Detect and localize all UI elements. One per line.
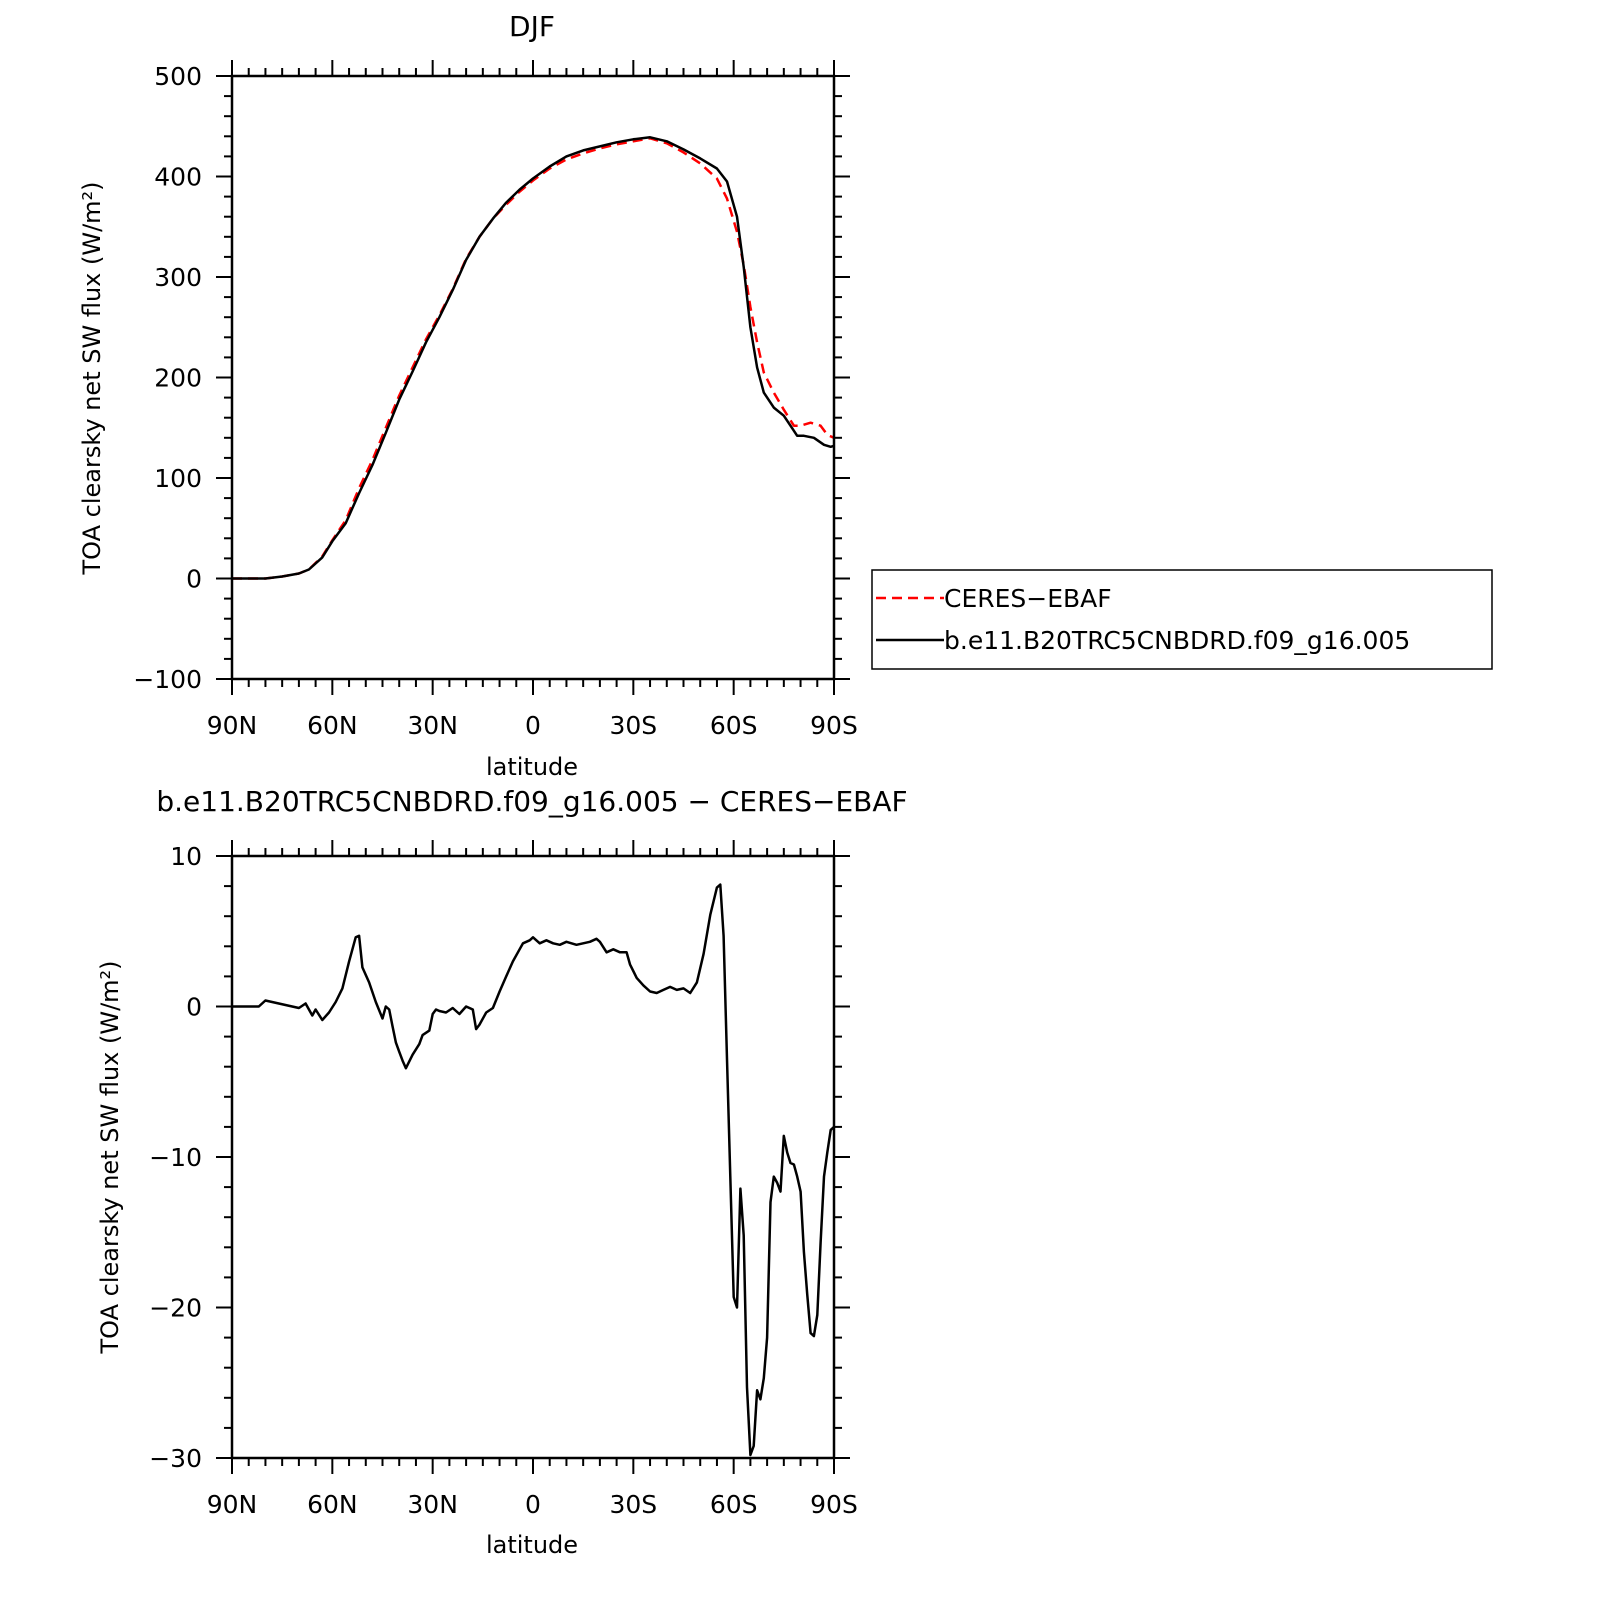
- top-y-tick-label: 400: [154, 163, 202, 192]
- top-axis-ticks: [216, 60, 850, 695]
- top-panel: DJF 500 400 300 200 100 0 −100 90N 60N 30N 0 30S 60…: [78, 10, 858, 781]
- bottom-x-tick-label: 30N: [407, 1490, 458, 1519]
- top-x-axis-label: latitude: [486, 753, 578, 781]
- bottom-y-tick-label: 0: [186, 993, 202, 1022]
- top-x-tick-label: 0: [525, 711, 541, 740]
- bottom-series-model: [232, 883, 835, 1457]
- top-y-tick-label: 500: [154, 62, 202, 91]
- bottom-plot-frame: [230, 854, 836, 1460]
- top-series-lines: [232, 136, 835, 580]
- top-y-tick-label: −100: [133, 665, 202, 694]
- legend-label-ceres: CERES−EBAF: [944, 584, 1112, 613]
- bottom-series-lines: [232, 883, 835, 1457]
- legend-label-model: b.e11.B20TRC5CNBDRD.f09_g16.005: [944, 626, 1410, 655]
- top-series-model: [232, 136, 835, 580]
- bottom-x-tick-label: 0: [525, 1490, 541, 1519]
- top-y-tick-label: 300: [154, 263, 202, 292]
- bottom-y-tick-labels: 10 0 −10 −20 −30: [149, 842, 202, 1473]
- top-y-tick-labels: 500 400 300 200 100 0 −100: [133, 62, 202, 694]
- top-x-tick-label: 90N: [207, 711, 258, 740]
- bottom-x-tick-label: 60N: [307, 1490, 358, 1519]
- top-y-tick-label: 100: [154, 464, 202, 493]
- bottom-y-tick-label: −20: [149, 1294, 202, 1323]
- bottom-panel: b.e11.B20TRC5CNBDRD.f09_g16.005 − CERES−…: [96, 785, 908, 1559]
- bottom-x-tick-labels: 90N 60N 30N 0 30S 60S 90S: [207, 1490, 858, 1519]
- bottom-x-tick-label: 30S: [609, 1490, 657, 1519]
- top-y-axis-label: TOA clearsky net SW flux (W/m²): [78, 181, 106, 575]
- top-x-tick-label: 60N: [307, 711, 358, 740]
- top-y-tick-label: 0: [186, 565, 202, 594]
- top-chart-title: DJF: [509, 10, 555, 43]
- legend: CERES−EBAF b.e11.B20TRC5CNBDRD.f09_g16.0…: [871, 569, 1493, 670]
- top-x-tick-labels: 90N 60N 30N 0 30S 60S 90S: [207, 711, 858, 740]
- top-y-tick-label: 200: [154, 364, 202, 393]
- bottom-y-axis-label: TOA clearsky net SW flux (W/m²): [96, 960, 124, 1354]
- bottom-chart-title: b.e11.B20TRC5CNBDRD.f09_g16.005 − CERES−…: [156, 785, 907, 818]
- top-plot-frame: [230, 74, 836, 681]
- bottom-x-tick-label: 90S: [810, 1490, 858, 1519]
- top-series-ceres-ebaf: [232, 137, 835, 580]
- bottom-x-tick-label: 60S: [710, 1490, 758, 1519]
- top-x-tick-label: 30N: [407, 711, 458, 740]
- bottom-y-tick-label: −30: [149, 1444, 202, 1473]
- bottom-y-tick-label: −10: [149, 1143, 202, 1172]
- bottom-x-axis-label: latitude: [486, 1531, 578, 1559]
- top-x-tick-label: 90S: [810, 711, 858, 740]
- bottom-x-tick-label: 90N: [207, 1490, 258, 1519]
- bottom-y-tick-label: 10: [170, 842, 202, 871]
- top-x-tick-label: 30S: [609, 711, 657, 740]
- bottom-axis-ticks: [216, 840, 850, 1474]
- legend-box: [871, 569, 1493, 670]
- top-x-tick-label: 60S: [710, 711, 758, 740]
